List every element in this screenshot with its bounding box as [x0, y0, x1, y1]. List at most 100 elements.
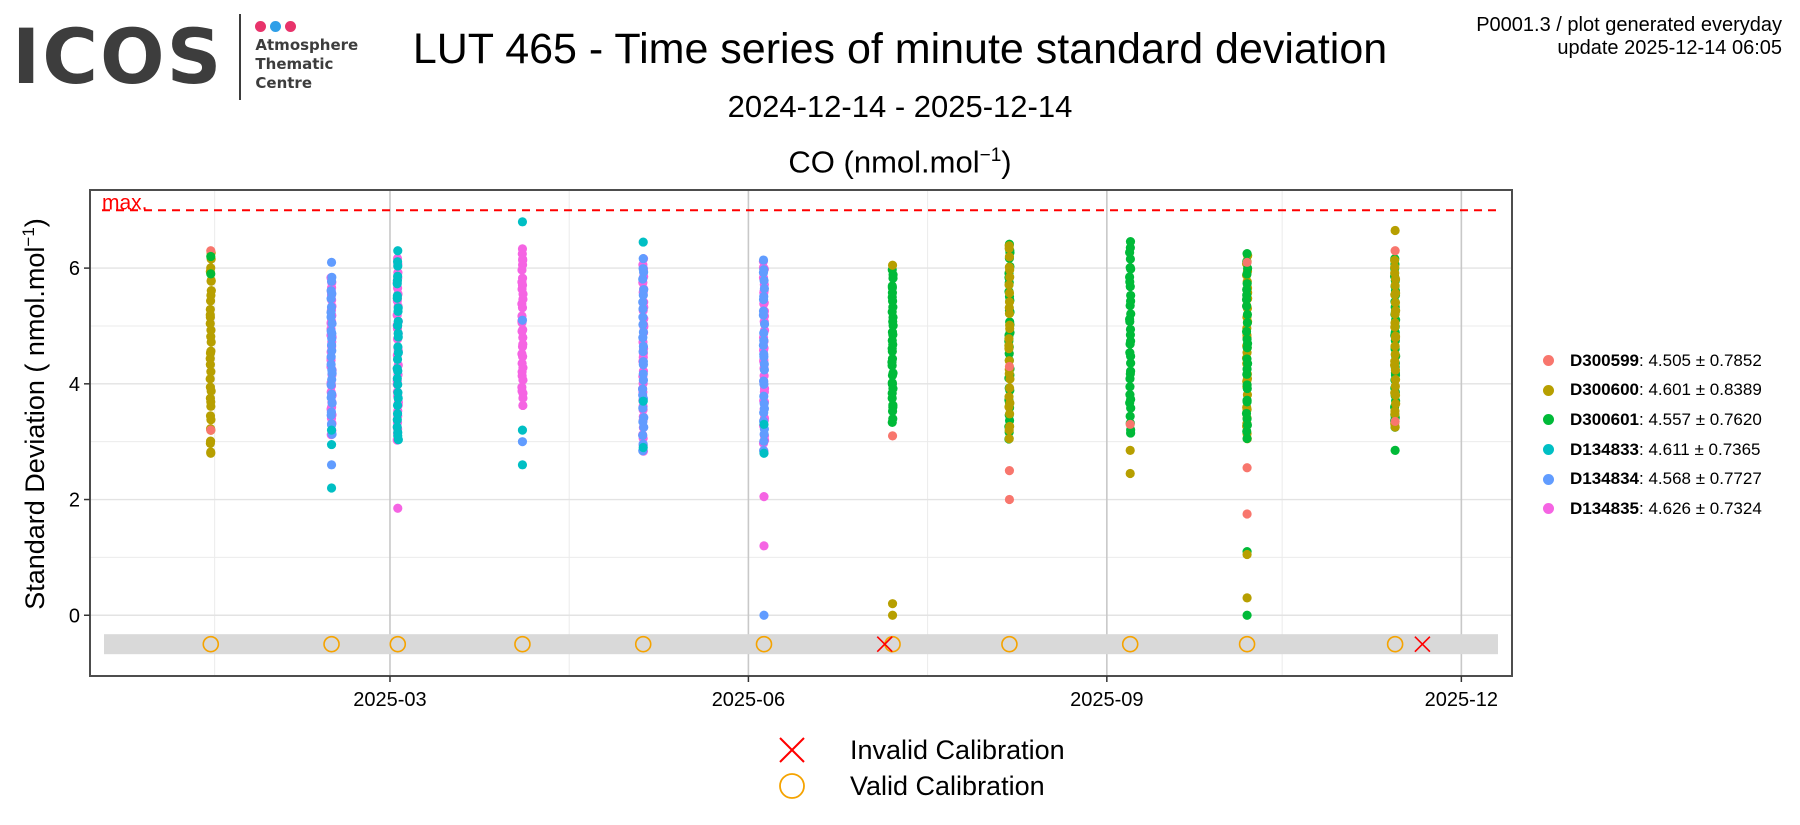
data-point — [517, 460, 528, 470]
data-point — [1004, 466, 1015, 476]
valid-calibration-label: Valid Calibration — [850, 770, 1045, 801]
data-point — [393, 316, 403, 327]
data-point — [1242, 433, 1252, 444]
data-point — [759, 391, 769, 401]
data-point — [1004, 434, 1014, 444]
data-point — [1242, 301, 1252, 311]
data-point — [1390, 331, 1401, 341]
legend-item-d300599: D300599: 4.505 ± 0.7852 — [1543, 346, 1762, 376]
data-point — [1004, 361, 1015, 372]
data-point — [759, 492, 769, 502]
data-point — [1004, 288, 1015, 298]
data-point — [393, 246, 403, 256]
data-point — [392, 257, 403, 267]
update-timestamp: update 2025-12-14 06:05 — [1557, 37, 1782, 59]
data-point — [1390, 246, 1400, 256]
data-point — [1126, 358, 1136, 368]
valid-calibration-marker — [389, 635, 407, 653]
legend-dot — [1543, 384, 1554, 396]
valid-calibration-marker — [1001, 635, 1018, 653]
data-point — [1391, 306, 1401, 316]
date-range: 2024-12-14 - 2025-12-14 — [727, 89, 1073, 124]
data-point — [1125, 411, 1135, 421]
calib-legend-invalid: Invalid Calibration — [772, 732, 1065, 768]
data-point — [1242, 593, 1252, 603]
legend-series-stats: : 4.611 ± 0.7365 — [1639, 439, 1761, 459]
data-point — [326, 340, 337, 350]
chart-title: LUT 465 - Time series of minute standard… — [412, 25, 1388, 73]
legend-dot — [1543, 414, 1554, 426]
data-point — [1004, 392, 1014, 402]
data-point — [1390, 445, 1400, 455]
data-point — [1125, 272, 1135, 282]
valid-calibration-marker — [1386, 635, 1404, 653]
data-point — [206, 251, 216, 262]
data-point — [1390, 298, 1401, 308]
legend-item-d134835: D134835: 4.626 ± 0.7324 — [1543, 494, 1762, 524]
data-point — [1390, 288, 1401, 298]
data-point — [759, 448, 769, 458]
data-point — [517, 349, 527, 359]
data-point — [888, 368, 898, 378]
data-point — [1390, 356, 1400, 366]
data-point — [888, 414, 898, 424]
valid-calibration-marker — [1238, 635, 1256, 653]
legend-series-name: D134834 — [1570, 469, 1640, 489]
data-point — [206, 448, 216, 458]
data-point — [1004, 252, 1015, 262]
data-point — [1242, 380, 1252, 390]
data-point — [638, 442, 648, 453]
data-point — [1242, 610, 1252, 620]
legend-series-stats: : 4.568 ± 0.7727 — [1639, 469, 1762, 489]
data-point — [887, 378, 897, 388]
data-point — [1004, 494, 1015, 505]
data-point — [887, 281, 897, 291]
legend-series-name: D300600 — [1570, 380, 1640, 400]
data-point — [205, 374, 215, 384]
data-point — [1004, 280, 1014, 290]
data-point — [206, 285, 216, 296]
valid-calibration-marker — [634, 635, 652, 653]
data-point — [638, 274, 648, 284]
data-point — [517, 273, 528, 283]
y-tick-label: 4 — [69, 374, 80, 396]
data-point — [393, 328, 403, 338]
data-point — [393, 388, 403, 398]
logo-line-2: Thematic — [255, 55, 334, 73]
data-point — [638, 297, 648, 307]
species-exponent: −1 — [979, 145, 1002, 166]
data-point — [1390, 349, 1400, 359]
data-point — [638, 396, 648, 406]
data-point — [1241, 326, 1252, 337]
data-point — [1126, 290, 1136, 301]
data-point — [887, 354, 898, 364]
data-point — [887, 260, 898, 270]
data-point — [1004, 340, 1014, 351]
data-point — [326, 257, 337, 267]
data-point — [1125, 445, 1135, 455]
data-point — [638, 312, 648, 322]
plot-border — [89, 189, 1513, 677]
data-point — [1390, 225, 1400, 236]
data-point — [759, 292, 769, 302]
data-point — [639, 413, 649, 423]
data-point — [759, 328, 769, 338]
data-point — [759, 419, 769, 429]
species-label: CO (nmol.mol−1) — [330, 136, 1470, 182]
data-point — [1242, 309, 1253, 320]
invalid-calibration-stroke — [1414, 636, 1431, 653]
data-point — [638, 264, 648, 274]
icos-logo: ICOS Atmosphere Thematic Centre — [12, 14, 358, 100]
data-point — [206, 331, 216, 342]
data-point — [1390, 381, 1400, 391]
data-point — [392, 409, 403, 419]
data-point — [888, 400, 898, 410]
data-point — [393, 303, 403, 313]
data-point — [326, 286, 336, 296]
data-point — [887, 610, 898, 620]
data-point — [638, 327, 648, 337]
data-point — [393, 342, 403, 352]
data-point — [206, 275, 216, 286]
data-point — [638, 304, 648, 314]
